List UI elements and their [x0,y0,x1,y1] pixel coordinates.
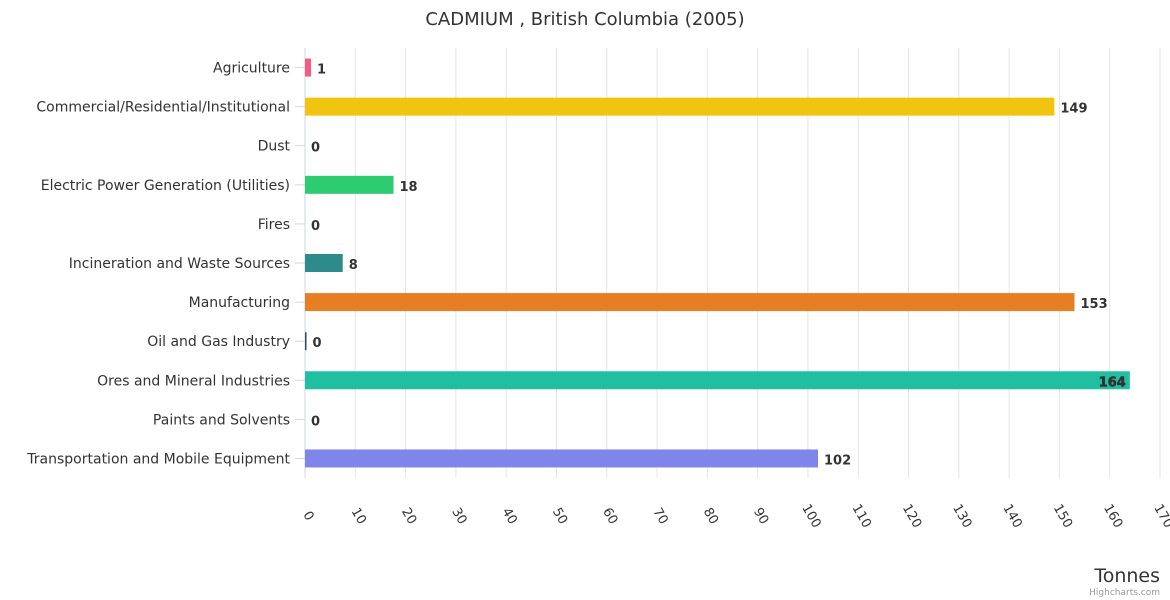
x-tick-label: 60 [599,505,620,527]
x-tick-label: 0 [299,509,316,524]
data-label: 18 [400,180,418,195]
data-label: 0 [311,219,320,234]
category-label: Agriculture [213,61,290,77]
x-tick-label: 150 [1050,502,1075,531]
category-label: Paints and Solvents [153,412,290,428]
credits-link[interactable]: Highcharts.com [1089,588,1160,598]
data-label: 164 [1099,375,1126,390]
category-label: Oil and Gas Industry [147,334,290,350]
x-tick-label: 90 [750,505,771,527]
x-tick-label: 100 [798,502,823,531]
x-tick-label: 160 [1100,502,1125,531]
x-tick-labels: 0 10 20 30 40 50 60 70 80 90 100 110 120 130 140 150 160… [299,502,1170,531]
x-tick-label: 30 [448,505,469,527]
x-tick-label: 130 [949,502,974,531]
data-label: 102 [824,453,851,468]
x-tick-label: 10 [348,505,369,527]
data-label: 1 [317,63,326,78]
category-label: Ores and Mineral Industries [97,373,290,389]
data-label: 0 [311,141,320,156]
category-label: Commercial/Residential/Institutional [36,100,290,116]
data-labels: 1 149 0 18 0 8 153 0 164 0 102 [311,63,1126,469]
bar[interactable] [305,449,818,468]
x-axis-title: Tonnes [1093,565,1160,587]
category-label: Electric Power Generation (Utilities) [41,178,290,194]
bar[interactable] [305,371,1130,390]
category-label: Manufacturing [189,295,290,311]
category-label: Transportation and Mobile Equipment [26,451,290,467]
data-label: 149 [1060,102,1087,117]
bar[interactable] [305,58,312,77]
x-tick-label: 80 [700,505,721,527]
bar[interactable] [305,254,343,272]
x-tick-label: 170 [1150,502,1170,531]
x-tick-label: 140 [999,502,1024,531]
bar[interactable] [305,293,1075,312]
x-tick-label: 120 [899,502,924,531]
bar[interactable] [305,175,394,194]
data-label: 153 [1081,297,1108,312]
category-label: Incineration and Waste Sources [69,256,290,272]
chart-title: CADMIUM , British Columbia (2005) [425,9,744,30]
category-label: Dust [258,139,291,155]
bar[interactable] [305,332,307,351]
x-tick-label: 40 [499,505,520,527]
data-label: 8 [349,258,358,273]
x-tick-label: 110 [849,502,874,531]
bars [305,58,1130,468]
category-labels: Agriculture Commercial/Residential/Instit… [26,61,290,468]
category-label: Fires [258,217,290,233]
x-tick-label: 20 [398,505,419,527]
x-tick-label: 70 [649,505,670,527]
data-label: 0 [313,336,322,351]
bar[interactable] [305,97,1055,116]
x-tick-label: 50 [549,505,570,527]
data-label: 0 [311,414,320,429]
